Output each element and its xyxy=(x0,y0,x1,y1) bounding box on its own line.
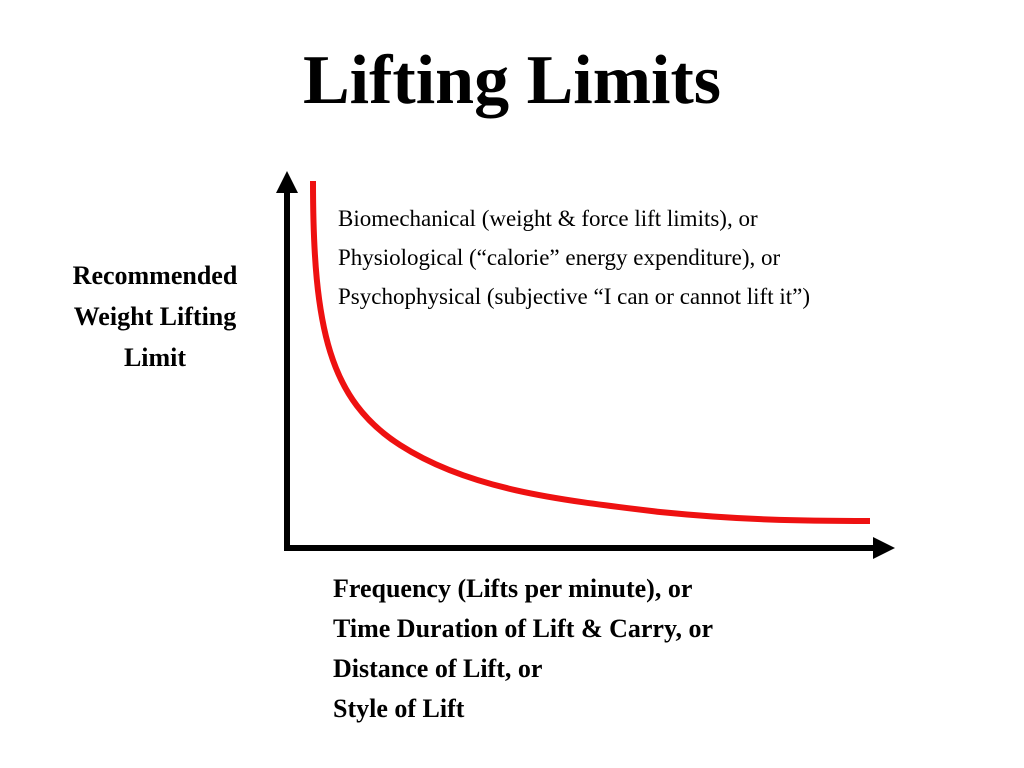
x-axis-label-line: Frequency (Lifts per minute), or xyxy=(333,574,693,603)
x-axis-arrowhead xyxy=(873,537,895,559)
x-axis-label: Frequency (Lifts per minute), or Time Du… xyxy=(333,569,713,729)
x-axis-label-line: Style of Lift xyxy=(333,694,465,723)
y-axis-label-line: Limit xyxy=(123,343,187,372)
x-axis-label-line: Distance of Lift, or xyxy=(333,654,543,683)
curve-caption: Biomechanical (weight & force lift limit… xyxy=(338,199,810,316)
slide-title: Lifting Limits xyxy=(302,42,722,119)
curve-caption-line: Physiological (“calorie” energy expendit… xyxy=(338,245,781,270)
y-axis-label-line: Recommended xyxy=(72,261,238,290)
x-axis-label-line: Time Duration of Lift & Carry, or xyxy=(333,614,714,643)
y-axis-label-line: Weight Lifting xyxy=(73,302,237,331)
curve-caption-line: Biomechanical (weight & force lift limit… xyxy=(338,206,758,231)
lifting-limit-curve xyxy=(310,180,871,524)
curve-caption-line: Psychophysical (subjective “I can or can… xyxy=(338,284,810,309)
y-axis-label: Recommended Weight Lifting Limit xyxy=(40,255,270,378)
y-axis-arrowhead xyxy=(276,171,298,193)
